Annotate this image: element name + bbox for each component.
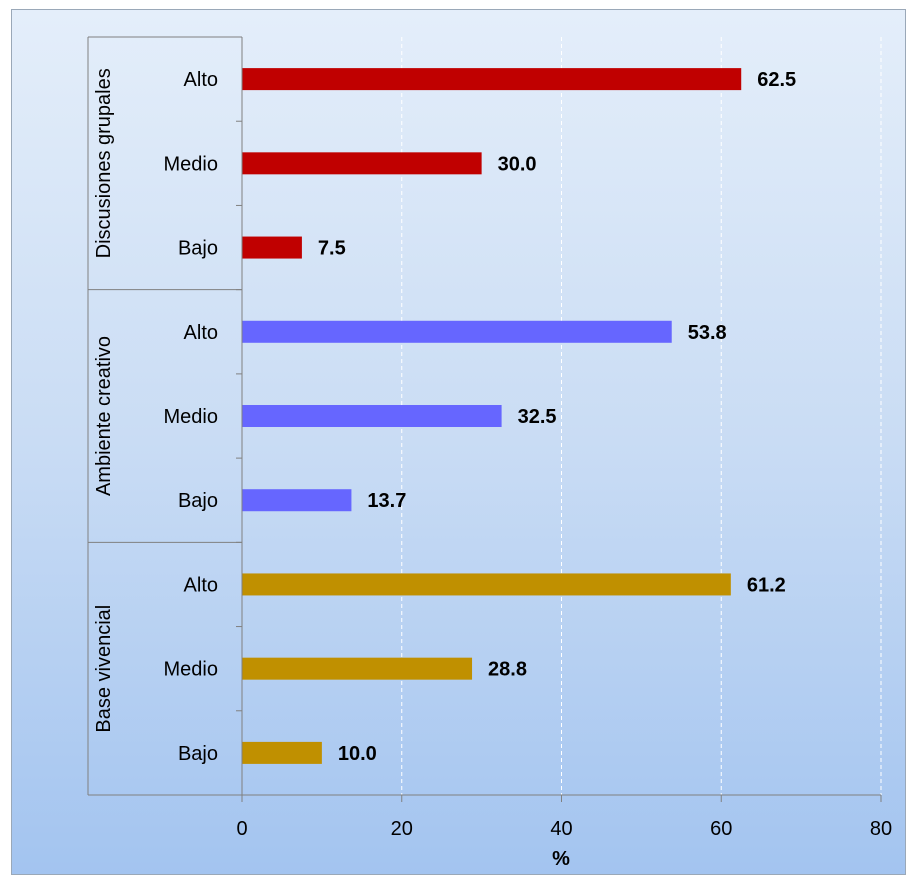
x-tick-label: 0 [236, 818, 247, 840]
data-label: 61.2 [747, 574, 786, 596]
bar [242, 405, 502, 427]
data-label: 13.7 [367, 490, 406, 512]
group-label: Base vivencial [93, 605, 115, 733]
category-label: Medio [164, 659, 218, 681]
category-label: Medio [164, 406, 218, 428]
bar [242, 152, 482, 175]
category-label: Bajo [178, 743, 218, 765]
group-label: Discusiones grupales [93, 68, 115, 258]
data-label: 28.8 [488, 659, 527, 681]
category-label: Alto [184, 574, 218, 596]
bars-layer [242, 68, 742, 764]
category-label: Bajo [178, 238, 218, 260]
category-label: Alto [184, 69, 218, 91]
axes-layer: 0 20 40 60 80 [87, 36, 892, 840]
bar [242, 320, 672, 343]
x-tick-label: 20 [391, 818, 413, 840]
x-tick-label: 60 [710, 818, 732, 840]
category-label: Bajo [178, 490, 218, 512]
category-label: Medio [164, 153, 218, 175]
bar [242, 573, 731, 596]
bar [242, 236, 302, 259]
data-label: 30.0 [498, 153, 537, 175]
bar [242, 68, 742, 91]
labels-layer: Discusiones grupales Alto 62.5 Medio 30.0 Baj… [93, 68, 796, 765]
x-tick-label: 80 [870, 818, 892, 840]
data-label: 7.5 [318, 238, 346, 260]
bar [242, 741, 322, 764]
x-tick-label: 40 [550, 818, 572, 840]
group-label: Ambiente creativo [93, 336, 115, 496]
bar [242, 657, 473, 680]
data-label: 32.5 [518, 406, 557, 428]
data-label: 10.0 [338, 743, 377, 765]
data-label: 53.8 [688, 322, 727, 344]
category-label: Alto [184, 322, 218, 344]
x-axis-title: % [552, 848, 570, 870]
data-label: 62.5 [757, 69, 796, 91]
bar [242, 489, 352, 512]
